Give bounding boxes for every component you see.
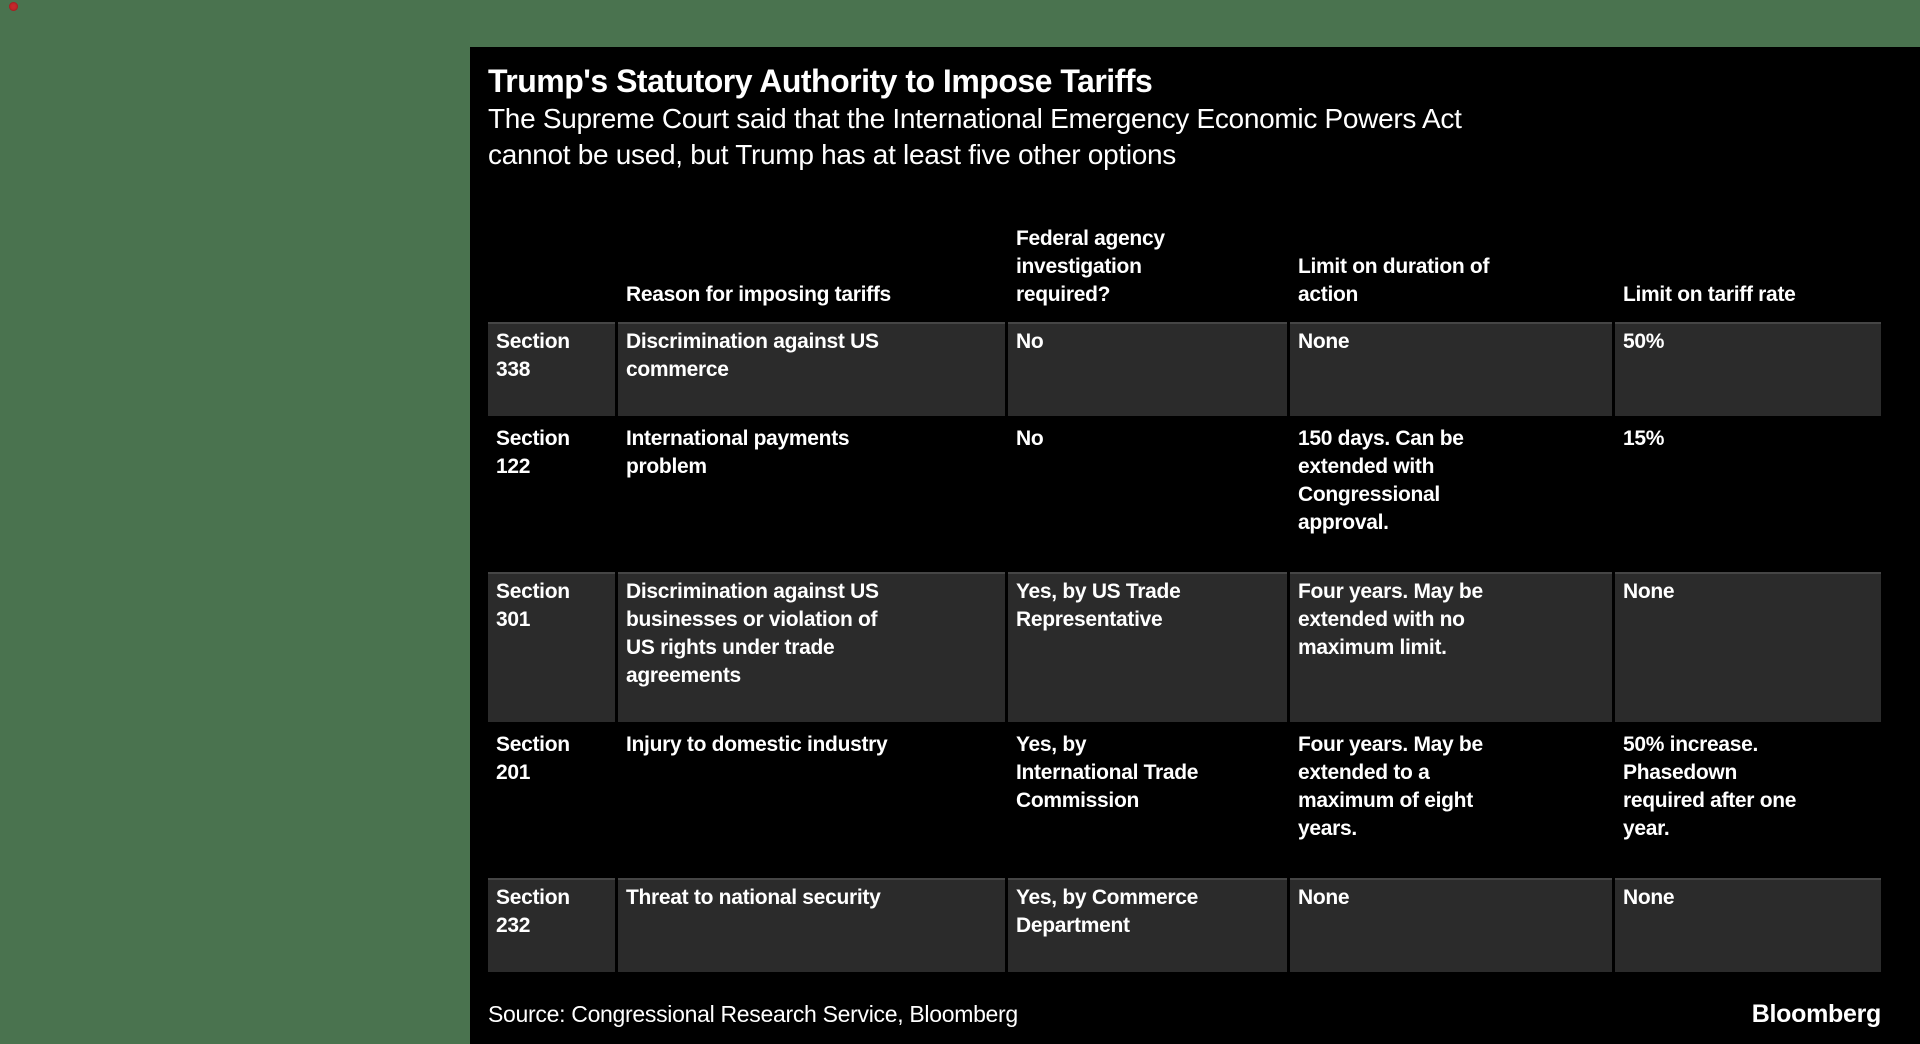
cell-section: Section 122 — [496, 427, 570, 478]
cell-reason: Threat to national security — [618, 878, 1005, 972]
cell-investigation: Yes, by US Trade Representative — [1008, 572, 1287, 722]
column-header-rate: Limit on tariff rate — [1623, 283, 1796, 306]
cell-rate: 50% — [1615, 322, 1881, 416]
cell-section: Section 201 — [496, 733, 570, 784]
table-row-section-301: Section 301 Discrimination against US bu… — [488, 572, 1881, 722]
table-header-row: Reason for imposing tariffs Federal agen… — [488, 225, 1881, 319]
cell-reason: International payments problem — [626, 427, 850, 478]
table-row-section-338: Section 338 Discrimination against US co… — [488, 322, 1881, 416]
cell-duration: None — [1290, 322, 1612, 416]
chart-title: Trump's Statutory Authority to Impose Ta… — [488, 63, 1153, 99]
cell-section: Section 301 — [488, 572, 615, 722]
column-header-section — [488, 225, 615, 319]
cell-duration: None — [1290, 878, 1612, 972]
table-row-section-201: Section 201 Injury to domestic industry … — [488, 725, 1881, 875]
cell-reason: Discrimination against US commerce — [618, 322, 1005, 416]
cell-duration: Four years. May be extended with no maxi… — [1290, 572, 1612, 722]
column-header-reason: Reason for imposing tariffs — [626, 283, 891, 306]
cell-rate: None — [1615, 878, 1881, 972]
source-note: Source: Congressional Research Service, … — [488, 1001, 1018, 1027]
table-row-section-122: Section 122 International payments probl… — [488, 419, 1881, 569]
column-header-investigation: Federal agency investigation required? — [1016, 227, 1165, 306]
red-marker-icon — [9, 2, 18, 11]
cell-section: Section 338 — [488, 322, 615, 416]
cell-reason: Injury to domestic industry — [626, 733, 888, 756]
cell-rate: None — [1615, 572, 1881, 722]
table-row-section-232: Section 232 Threat to national security … — [488, 878, 1881, 972]
bloomberg-logo: Bloomberg — [1751, 1000, 1882, 1028]
cell-duration: 150 days. Can be extended with Congressi… — [1298, 427, 1464, 534]
cell-section: Section 232 — [488, 878, 615, 972]
cell-duration: Four years. May be extended to a maximum… — [1298, 733, 1483, 840]
cell-investigation: Yes, by Commerce Department — [1008, 878, 1287, 972]
cell-investigation: Yes, by International Trade Commission — [1016, 733, 1199, 812]
column-header-duration: Limit on duration of action — [1298, 255, 1490, 306]
cell-rate: 15% — [1623, 427, 1665, 450]
chart-footer: Source: Congressional Research Service, … — [488, 1000, 1881, 1028]
cell-reason: Discrimination against US businesses or … — [618, 572, 1005, 722]
cell-investigation: No — [1016, 427, 1044, 450]
chart-subtitle: The Supreme Court said that the Internat… — [488, 103, 1462, 170]
chart-panel: Trump's Statutory Authority to Impose Ta… — [470, 47, 1920, 1044]
cell-rate: 50% increase. Phasedown required after o… — [1623, 733, 1797, 840]
cell-investigation: No — [1008, 322, 1287, 416]
